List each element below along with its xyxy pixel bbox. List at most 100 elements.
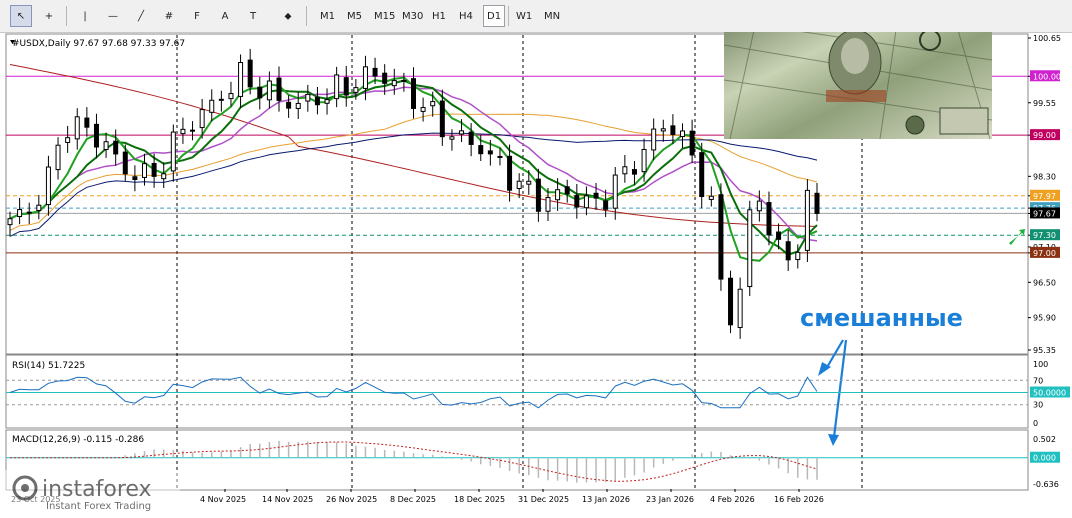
cursor-icon[interactable]: ↖ — [10, 5, 32, 27]
candle-bear — [468, 131, 474, 145]
price-tick-label: 97.97 — [1033, 192, 1056, 201]
annotation-arrows — [818, 339, 848, 446]
annotation-text: смешанные — [800, 304, 963, 332]
candle-bear — [276, 77, 282, 101]
candle-bull — [660, 128, 666, 132]
candle-bull — [516, 180, 522, 189]
candle-bull — [295, 102, 301, 109]
fibonacci-icon[interactable]: F — [194, 10, 200, 22]
macd-scale-label: 0.502 — [1033, 435, 1056, 444]
candle-bull — [622, 166, 628, 175]
macd-panel[interactable] — [5, 429, 1029, 491]
trendline-icon[interactable]: ╱ — [137, 10, 145, 22]
candle-bear — [593, 192, 599, 199]
price-tick-label: 97.00 — [1033, 249, 1056, 258]
timeframe-w1-button[interactable]: W1 — [516, 10, 533, 22]
candle-bear — [286, 101, 292, 109]
price-tick-label: 96.50 — [1033, 278, 1056, 287]
candle-bear — [535, 178, 541, 212]
date-axis: 23 Oct 2025 4 Nov 2025 14 Nov 2025 26 Nov 2… — [11, 489, 824, 504]
date-tick-label: 16 Feb 2026 — [774, 495, 824, 504]
rsi-panel[interactable] — [5, 354, 1029, 429]
candle-bull — [362, 66, 368, 89]
arrows-icon[interactable]: ⬥ — [284, 10, 292, 22]
candle-bull — [26, 211, 32, 214]
candle-bear — [132, 176, 138, 180]
candle-bear — [670, 125, 676, 135]
timeframe-m1-button[interactable]: M1 — [320, 10, 335, 22]
candle-bear — [699, 152, 705, 198]
timeframe-m5-button[interactable]: M5 — [347, 10, 362, 22]
price-label-box — [1030, 246, 1060, 258]
candle-bull — [266, 80, 272, 101]
dropdown-arrow-icon — [10, 40, 15, 44]
price-tick-label: 97.30 — [1033, 231, 1056, 240]
rsi-scale-label: 100 — [1033, 360, 1048, 369]
candle-bull — [804, 189, 810, 251]
vertical-line-icon[interactable]: | — [83, 10, 87, 22]
candle-bull — [324, 99, 330, 104]
date-tick-label: 26 Nov 2025 — [326, 495, 377, 504]
timeframe-m30-button[interactable]: M30 — [402, 10, 424, 22]
candle-bear — [113, 140, 119, 155]
candle-bear — [257, 86, 263, 99]
ma-red-line — [9, 64, 818, 227]
timeframe-m15-button[interactable]: M15 — [374, 10, 396, 22]
timeframe-h4-button[interactable]: H4 — [459, 10, 473, 22]
candle-bear — [766, 202, 772, 236]
date-tick-label: 4 Nov 2025 — [200, 495, 246, 504]
candle-bear — [343, 77, 349, 96]
candle-bull — [391, 80, 397, 87]
candle-bear — [478, 145, 484, 155]
rsi-scale-label: 0 — [1033, 419, 1038, 428]
price-tick-label: 97.67 — [1033, 209, 1056, 218]
timeframe-d1-button[interactable]: D1 — [483, 5, 506, 27]
candle-bull — [7, 218, 13, 226]
candle-bull — [334, 74, 340, 100]
candle-bull — [36, 204, 42, 211]
crosshair-icon[interactable]: + — [44, 10, 54, 22]
toolbar: ↖ + | — ╱ # F A T ⬥ M1 M5 M15 M30 H1 H4 D1 W1 MN — [0, 0, 1072, 33]
candle-bull — [238, 62, 244, 97]
horizontal-line-icon[interactable]: — — [108, 10, 118, 22]
macd-scale: 0.502 0.000 -0.636 — [1030, 435, 1060, 489]
candle-bear — [689, 130, 695, 156]
date-tick-label: 4 Feb 2026 — [710, 495, 755, 504]
date-tick-label: 31 Dec 2025 — [518, 495, 569, 504]
candles — [7, 48, 820, 339]
candle-bull — [430, 101, 436, 107]
price-tick-label: 99.55 — [1033, 99, 1056, 108]
rsi-scale: 100 70 50.0000 30 0 — [1030, 360, 1070, 428]
macd-label: MACD(12,26,9) -0.115 -0.286 — [12, 435, 144, 445]
macd-scale-label: 0.000 — [1033, 454, 1056, 463]
text-tool-icon[interactable]: A — [221, 10, 229, 22]
timeframe-mn-button[interactable]: MN — [544, 10, 561, 22]
candle-bull — [17, 209, 23, 218]
candle-bear — [122, 151, 128, 175]
macd-value-box — [1030, 451, 1060, 463]
date-tick-label: 23 Jan 2026 — [646, 495, 694, 504]
candle-bull — [555, 189, 561, 201]
text-label-icon[interactable]: T — [249, 10, 257, 22]
candle-bear — [314, 96, 320, 106]
price-tick-label: 95.35 — [1033, 346, 1056, 355]
candle-bear — [247, 59, 253, 88]
candle-bull — [449, 136, 455, 140]
candle-bear — [507, 155, 513, 191]
candle-bull — [353, 87, 359, 93]
candle-bear — [564, 186, 570, 195]
rsi-value-box — [1030, 386, 1070, 398]
candle-bear — [401, 79, 407, 82]
candle-bull — [209, 99, 215, 113]
candle-bull — [737, 288, 743, 328]
green-arrow-icon — [1009, 229, 1025, 245]
price-label-box — [1030, 129, 1060, 141]
timeframe-h1-button[interactable]: H1 — [432, 10, 446, 22]
date-tick-label: 23 Oct 2025 — [11, 495, 60, 504]
candle-bull — [526, 180, 532, 185]
candle-bear — [718, 194, 724, 280]
channel-icon[interactable]: # — [164, 10, 174, 22]
macd-indicator — [6, 440, 1028, 483]
